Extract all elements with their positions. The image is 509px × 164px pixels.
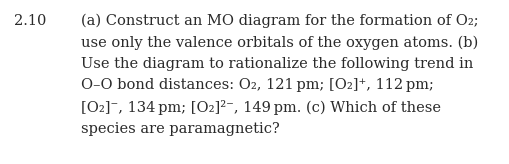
Text: 2.10: 2.10 xyxy=(14,14,46,28)
Text: Use the diagram to rationalize the following trend in: Use the diagram to rationalize the follo… xyxy=(80,57,472,71)
Text: species are paramagnetic?: species are paramagnetic? xyxy=(80,122,279,135)
Text: use only the valence orbitals of the oxygen atoms. (b): use only the valence orbitals of the oxy… xyxy=(80,35,477,50)
Text: (a) Construct an MO diagram for the formation of O₂;: (a) Construct an MO diagram for the form… xyxy=(80,14,477,28)
Text: [O₂]⁻, 134 pm; [O₂]²⁻, 149 pm. (c) Which of these: [O₂]⁻, 134 pm; [O₂]²⁻, 149 pm. (c) Which… xyxy=(80,100,440,115)
Text: O–O bond distances: O₂, 121 pm; [O₂]⁺, 112 pm;: O–O bond distances: O₂, 121 pm; [O₂]⁺, 1… xyxy=(80,78,433,92)
